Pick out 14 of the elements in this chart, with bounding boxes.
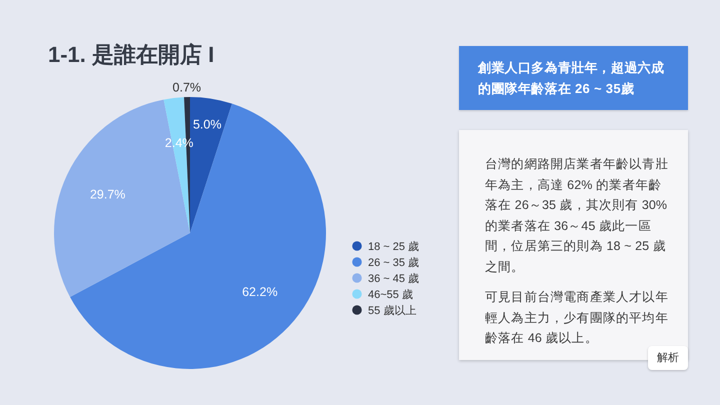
data-label: 5.0% (192, 118, 222, 132)
data-label: 62.2% (242, 285, 278, 300)
text: 解析 (648, 346, 688, 370)
legend-label: 18 ~ 25 歲 (368, 240, 420, 253)
data-label: 29.7% (90, 187, 126, 202)
legend-label: 36 ~ 45 歲 (368, 272, 420, 285)
data-label: 0.7% (172, 80, 202, 95)
chart-title: 1-1. 是誰在開店 I (48, 42, 214, 67)
text: 可見目前台灣電商產業人才以年輕人為主力，少有團隊的平均年齡落在 46 歲以上。 (485, 289, 669, 347)
text: 台灣的網路開店業者年齡以青壯年為主，高達 62% 的業者年齡落在 26～35 歲，其次則有 30% 的業者落在 36～45 歲此一區間，位居第三的則為 18 ~ 25 歲之間。 (485, 156, 669, 276)
text: 創業人口多為青壯年，超過六成的團隊年齡落在 26 ~ 35歲 (459, 46, 688, 110)
legend-label: 26 ~ 35 歲 (368, 256, 420, 269)
legend-label: 55 歲以上 (368, 304, 416, 317)
legend-label: 46~55 歲 (368, 288, 413, 301)
